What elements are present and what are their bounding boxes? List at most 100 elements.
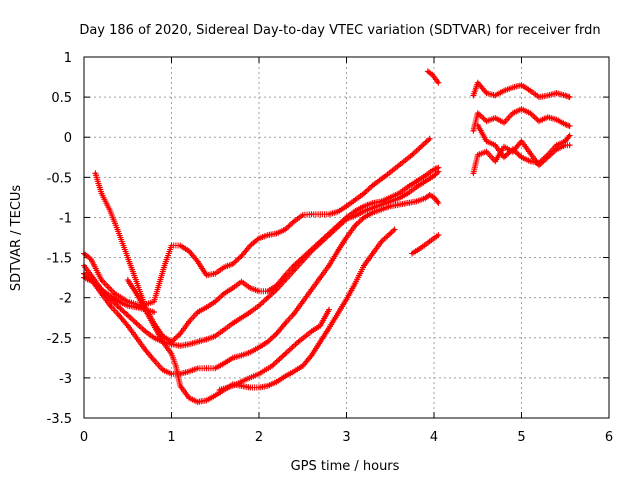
data-point xyxy=(520,83,523,87)
data-point xyxy=(222,265,226,269)
data-point xyxy=(257,304,261,308)
data-point xyxy=(485,91,488,95)
data-point xyxy=(214,334,217,338)
data-point xyxy=(502,156,506,159)
data-point xyxy=(126,278,130,282)
y-tick-label: -2.5 xyxy=(47,332,72,347)
data-point xyxy=(170,352,173,356)
data-point xyxy=(301,364,305,368)
data-point xyxy=(336,312,340,316)
data-point xyxy=(214,394,217,397)
data-point xyxy=(419,145,423,149)
data-point xyxy=(397,203,401,206)
data-point xyxy=(502,145,506,149)
data-point xyxy=(472,172,475,175)
data-point xyxy=(354,209,357,213)
data-point xyxy=(432,174,436,177)
data-point xyxy=(135,306,138,309)
data-point xyxy=(126,324,130,328)
data-point xyxy=(214,272,217,275)
data-point xyxy=(284,375,287,378)
data-point xyxy=(415,185,418,189)
data-point xyxy=(389,204,392,208)
data-point xyxy=(109,304,112,308)
data-point xyxy=(564,139,567,143)
data-point xyxy=(485,119,488,123)
data-point xyxy=(292,220,296,223)
data-point xyxy=(362,216,366,219)
data-point xyxy=(301,300,305,304)
data-point xyxy=(275,380,278,384)
data-point xyxy=(327,212,331,216)
data-point xyxy=(292,269,296,272)
data-point xyxy=(187,370,191,373)
data-point xyxy=(94,172,97,175)
data-point xyxy=(345,298,348,301)
data-point xyxy=(564,94,567,97)
data-point xyxy=(196,367,200,370)
data-point xyxy=(240,316,243,320)
y-tick-label: -1 xyxy=(59,211,72,226)
series-track-9 xyxy=(424,68,442,86)
data-point xyxy=(284,352,287,356)
data-point xyxy=(426,70,430,73)
data-point xyxy=(319,324,322,328)
data-point xyxy=(187,396,191,400)
data-point xyxy=(275,332,278,336)
data-point xyxy=(284,278,287,282)
data-point xyxy=(231,286,235,290)
y-tick-label: 0 xyxy=(64,131,72,146)
data-point xyxy=(546,94,550,97)
data-point xyxy=(179,344,182,348)
x-tick-label: 2 xyxy=(255,430,263,445)
data-point xyxy=(362,192,366,195)
data-point xyxy=(257,386,261,389)
data-point xyxy=(380,200,383,203)
data-point xyxy=(196,310,200,314)
data-point xyxy=(161,340,165,344)
data-point xyxy=(310,288,313,291)
data-point xyxy=(135,336,138,340)
y-tick-label: -3 xyxy=(59,372,72,387)
data-point xyxy=(437,201,440,205)
data-point xyxy=(371,206,375,210)
data-point xyxy=(310,249,313,253)
data-point xyxy=(428,240,431,243)
data-point xyxy=(327,264,331,267)
data-point xyxy=(152,310,156,314)
data-point xyxy=(371,201,375,205)
data-point xyxy=(257,237,261,240)
data-point xyxy=(472,129,475,133)
data-point xyxy=(117,314,121,317)
data-point xyxy=(384,174,388,177)
data-point xyxy=(362,209,366,213)
data-point xyxy=(564,143,567,147)
data-point xyxy=(231,356,235,360)
data-point xyxy=(301,259,305,263)
series-track-2 xyxy=(92,164,442,345)
data-point xyxy=(354,224,357,227)
data-point xyxy=(231,384,235,388)
data-point xyxy=(568,95,571,99)
data-point xyxy=(301,213,305,217)
data-point xyxy=(196,260,200,263)
data-point xyxy=(362,264,366,267)
data-point xyxy=(432,196,436,199)
data-point xyxy=(113,292,116,296)
data-point xyxy=(170,244,173,247)
data-point xyxy=(511,86,515,89)
data-point xyxy=(319,340,322,344)
data-point xyxy=(354,281,357,285)
data-point xyxy=(327,308,331,312)
data-point xyxy=(222,292,226,296)
data-point xyxy=(249,286,252,290)
data-point xyxy=(257,372,261,376)
data-point xyxy=(529,160,532,163)
data-point xyxy=(336,249,340,253)
data-point xyxy=(240,280,243,283)
data-point xyxy=(327,326,331,330)
data-point xyxy=(266,233,270,237)
data-point xyxy=(485,139,488,143)
data-point xyxy=(249,386,252,389)
data-point xyxy=(91,280,95,283)
